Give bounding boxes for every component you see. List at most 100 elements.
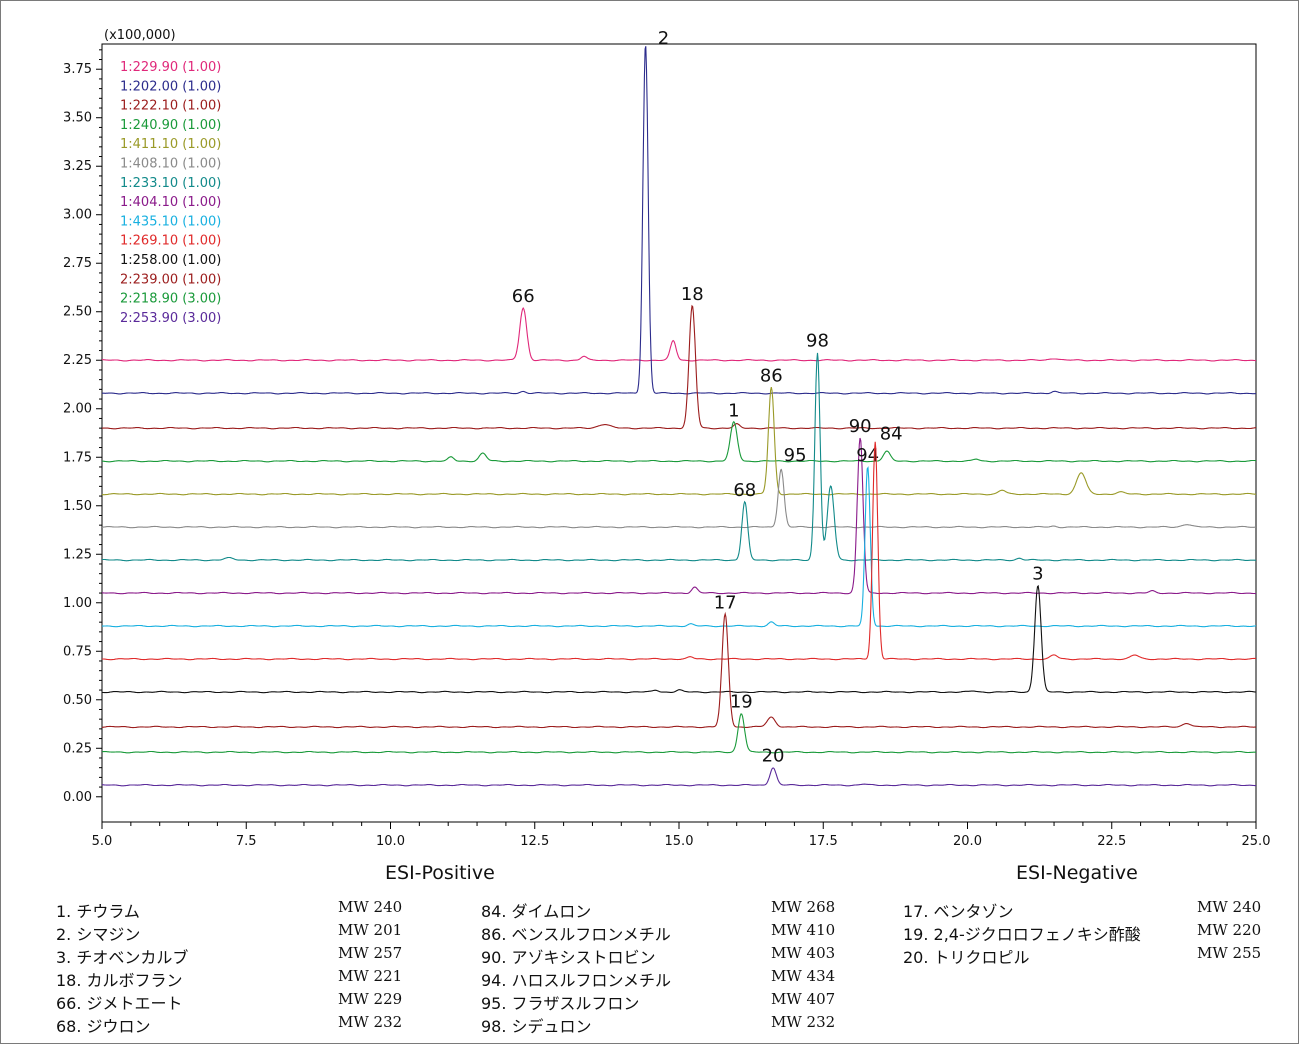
series-legend-entry: 1:222.10 (1.00) bbox=[120, 99, 221, 114]
compound-mw: MW 407 bbox=[771, 990, 836, 1008]
compound-name: 84. ダイムロン bbox=[481, 902, 592, 921]
peak-label: 86 bbox=[760, 365, 783, 386]
compound-name: 86. ベンスルフロンメチル bbox=[481, 925, 671, 944]
peak-label: 1 bbox=[728, 400, 739, 421]
trace-line bbox=[101, 584, 1257, 694]
trace-line bbox=[102, 304, 1257, 430]
y-tick-label: 2.75 bbox=[63, 256, 92, 271]
series-legend-entry: 2:218.90 (3.00) bbox=[120, 292, 221, 307]
peak-label: 2 bbox=[658, 28, 669, 49]
compound-mw: MW 255 bbox=[1197, 944, 1262, 962]
trace-line bbox=[101, 437, 1257, 595]
trace-line bbox=[101, 767, 1256, 787]
y-tick-label: 0.00 bbox=[63, 790, 92, 805]
y-tick-label: 3.50 bbox=[63, 111, 92, 126]
trace-line bbox=[101, 611, 1257, 729]
compound-name: 18. カルボフラン bbox=[56, 971, 183, 990]
series-legend-entry: 1:202.00 (1.00) bbox=[120, 79, 221, 94]
compound-mw: MW 232 bbox=[338, 1013, 403, 1031]
series-legend-entry: 2:239.00 (1.00) bbox=[120, 272, 221, 287]
series-legend-entry: 1:229.90 (1.00) bbox=[120, 60, 221, 75]
compound-mw: MW 257 bbox=[338, 944, 403, 962]
trace-line bbox=[102, 466, 1257, 628]
series-legend-entry: 1:404.10 (1.00) bbox=[120, 195, 221, 210]
compound-mw: MW 232 bbox=[771, 1013, 836, 1031]
series-legend-entry: 1:435.10 (1.00) bbox=[120, 214, 221, 229]
peak-label: 68 bbox=[733, 480, 756, 501]
peak-label: 95 bbox=[784, 445, 807, 466]
y-tick-label: 3.00 bbox=[63, 208, 92, 223]
series-legend-entry: 1:240.90 (1.00) bbox=[120, 118, 221, 133]
x-tick-label: 15.0 bbox=[665, 834, 694, 849]
peak-label: 20 bbox=[762, 746, 785, 767]
y-tick-label: 1.75 bbox=[63, 450, 92, 465]
chromatogram-chart: (x100,000) 0.00 0.25 0.50 0.75 1.00 1.25 1.50 1.… bbox=[63, 28, 1271, 849]
compound-mw: MW 229 bbox=[338, 990, 403, 1008]
compound-mw: MW 201 bbox=[338, 921, 403, 939]
peak-label: 17 bbox=[714, 592, 737, 613]
compound-mw: MW 240 bbox=[1197, 898, 1262, 916]
trace-line bbox=[101, 420, 1257, 463]
y-tick-label: 0.25 bbox=[63, 741, 92, 756]
esi-positive-title: ESI-Positive bbox=[385, 862, 495, 884]
compound-name: 94. ハロスルフロンメチル bbox=[481, 971, 672, 990]
y-multiplier-label: (x100,000) bbox=[104, 28, 176, 43]
peak-label: 3 bbox=[1032, 563, 1043, 584]
y-tick-label: 0.75 bbox=[63, 644, 92, 659]
y-tick-label: 1.00 bbox=[63, 596, 92, 611]
compound-name: 68. ジウロン bbox=[56, 1017, 151, 1036]
x-tick-label: 17.5 bbox=[809, 834, 838, 849]
peak-label: 98 bbox=[806, 330, 829, 351]
x-tick-label: 20.0 bbox=[953, 834, 982, 849]
compound-name: 17. ベンタゾン bbox=[903, 902, 1014, 921]
compound-name: 90. アゾキシストロビン bbox=[481, 948, 656, 967]
compound-name: 95. フラザスルフロン bbox=[481, 994, 640, 1013]
x-tick-label: 25.0 bbox=[1242, 834, 1271, 849]
y-tick-label: 2.25 bbox=[63, 353, 92, 368]
series-legend-entry: 1:233.10 (1.00) bbox=[120, 176, 221, 191]
trace-line bbox=[102, 352, 1256, 562]
series-legend-entry: 1:408.10 (1.00) bbox=[120, 157, 221, 172]
compound-name: 66. ジメトエート bbox=[56, 994, 183, 1013]
trace-line bbox=[101, 713, 1257, 754]
compound-mw: MW 410 bbox=[771, 921, 836, 939]
series-legend-entry: 1:258.00 (1.00) bbox=[120, 253, 221, 268]
series-legend-entry: 2:253.90 (3.00) bbox=[120, 311, 221, 326]
compound-mw: MW 220 bbox=[1197, 921, 1262, 939]
peak-label: 90 bbox=[849, 416, 872, 437]
y-tick-label: 1.50 bbox=[63, 499, 92, 514]
compound-name: 3. チオベンカルブ bbox=[56, 948, 189, 967]
esi-negative-title: ESI-Negative bbox=[1016, 862, 1138, 884]
series-legend-entry: 1:269.10 (1.00) bbox=[120, 234, 221, 249]
y-tick-label: 1.25 bbox=[63, 547, 92, 562]
peak-label: 66 bbox=[512, 286, 535, 307]
x-tick-label: 5.0 bbox=[92, 834, 113, 849]
plot-area bbox=[101, 43, 1257, 823]
trace-line bbox=[101, 46, 1256, 395]
trace-line bbox=[101, 468, 1256, 529]
trace-line bbox=[101, 307, 1256, 362]
compound-name: 1. チウラム bbox=[56, 902, 140, 921]
compound-name: 2. シマジン bbox=[56, 925, 141, 944]
compound-mw: MW 403 bbox=[771, 944, 836, 962]
series-legend-entry: 1:411.10 (1.00) bbox=[120, 137, 221, 152]
compound-mw: MW 268 bbox=[771, 898, 836, 916]
peak-label: 94 bbox=[856, 445, 879, 466]
peak-label: 84 bbox=[880, 424, 903, 445]
y-tick-label: 2.50 bbox=[63, 305, 92, 320]
y-tick-label: 3.25 bbox=[63, 159, 92, 174]
x-tick-label: 12.5 bbox=[520, 834, 549, 849]
trace-line bbox=[102, 441, 1256, 661]
x-tick-label: 7.5 bbox=[236, 834, 257, 849]
compound-name: 98. シデュロン bbox=[481, 1017, 592, 1036]
compound-mw: MW 221 bbox=[338, 967, 403, 985]
x-tick-label: 22.5 bbox=[1097, 834, 1126, 849]
y-tick-label: 0.50 bbox=[63, 693, 92, 708]
peak-label: 19 bbox=[730, 691, 753, 712]
peak-label: 18 bbox=[681, 284, 704, 305]
compound-mw: MW 240 bbox=[338, 898, 403, 916]
y-tick-label: 3.75 bbox=[63, 62, 92, 77]
compound-mw: MW 434 bbox=[771, 967, 836, 985]
compound-name: 20. トリクロピル bbox=[903, 948, 1030, 967]
trace-line bbox=[101, 386, 1257, 496]
